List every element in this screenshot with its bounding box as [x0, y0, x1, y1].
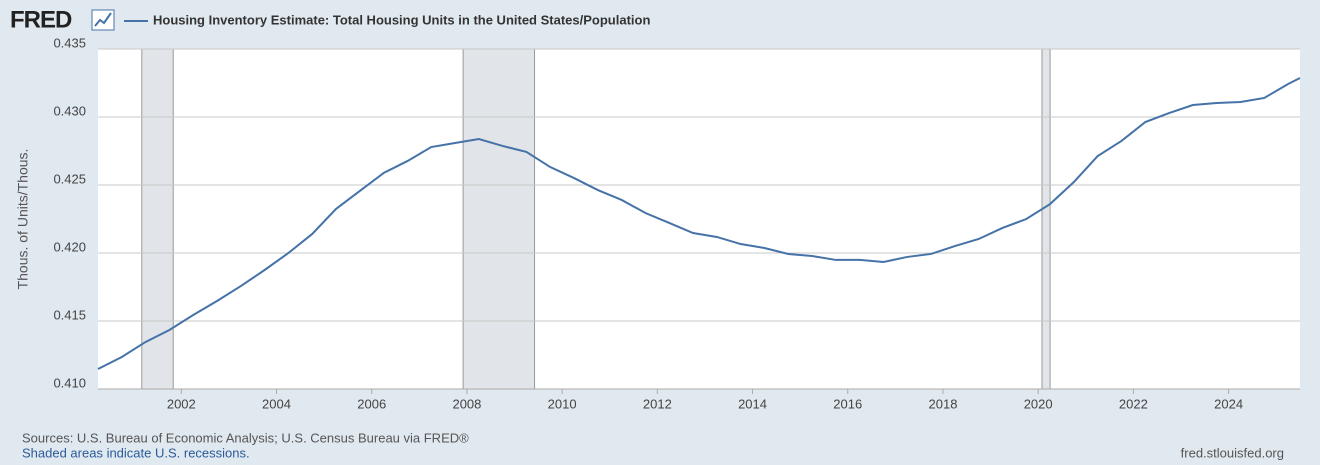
source-url[interactable]: fred.stlouisfed.org	[1181, 445, 1284, 460]
x-tick-label: 2020	[1024, 396, 1053, 411]
x-tick-label: 2002	[167, 396, 196, 411]
x-tick-label: 2012	[643, 396, 672, 411]
x-tick-label: 2010	[548, 396, 577, 411]
y-tick-label: 0.425	[53, 171, 86, 186]
y-tick-label: 0.410	[53, 375, 86, 390]
x-tick-label: 2008	[452, 396, 481, 411]
y-tick-label: 0.415	[53, 307, 86, 322]
x-tick-label: 2014	[738, 396, 767, 411]
recession-shade	[462, 48, 536, 390]
plot-area	[98, 49, 1300, 389]
data-line	[97, 77, 1301, 370]
recession-shade	[1041, 48, 1051, 390]
y-tick-label: 0.420	[53, 239, 86, 254]
logo[interactable]: FRED	[10, 6, 73, 33]
recession-note[interactable]: Shaded areas indicate U.S. recessions.	[22, 445, 250, 460]
y-tick-label: 0.435	[53, 35, 86, 50]
y-tick-label: 0.430	[53, 103, 86, 118]
x-tick-label: 2018	[929, 396, 958, 411]
x-tick-label: 2022	[1119, 396, 1148, 411]
logo-icon	[91, 9, 115, 31]
legend-label: Housing Inventory Estimate: Total Housin…	[153, 12, 650, 27]
y-axis-label: Thous. of Units/Thous.	[15, 149, 31, 290]
x-tick-label: 2024	[1214, 396, 1243, 411]
sources: Sources: U.S. Bureau of Economic Analysi…	[22, 430, 469, 445]
x-tick-label: 2006	[357, 396, 386, 411]
recession-shade	[141, 48, 174, 390]
x-tick-label: 2004	[262, 396, 291, 411]
x-tick-label: 2016	[833, 396, 862, 411]
